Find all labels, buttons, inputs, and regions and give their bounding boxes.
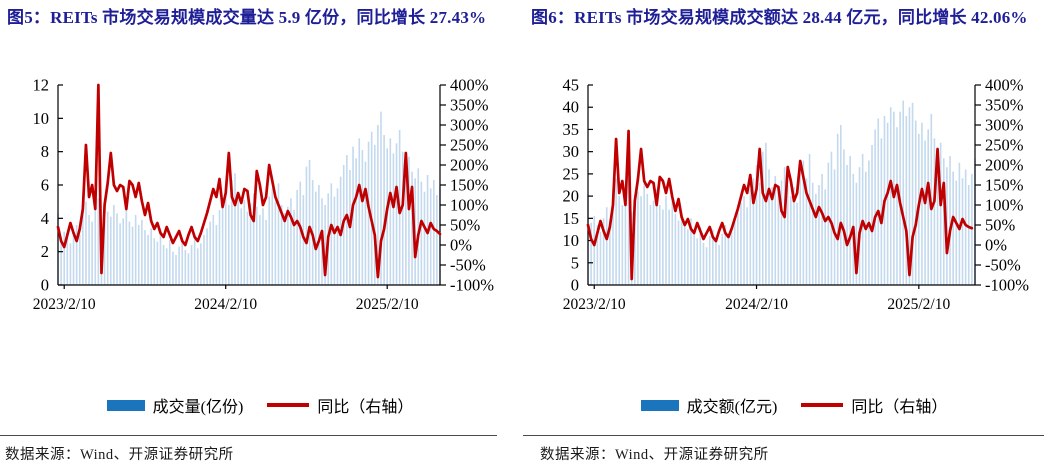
figure6-divider — [523, 435, 1044, 436]
svg-text:2025/2/10: 2025/2/10 — [356, 296, 419, 313]
svg-text:0: 0 — [41, 276, 49, 295]
svg-text:8: 8 — [41, 142, 49, 161]
svg-text:200%: 200% — [985, 156, 1024, 175]
bar-series — [587, 100, 976, 285]
svg-text:150%: 150% — [985, 176, 1024, 195]
svg-text:2023/2/10: 2023/2/10 — [33, 296, 96, 313]
svg-text:25: 25 — [563, 164, 580, 183]
svg-text:30: 30 — [563, 142, 580, 161]
svg-text:350%: 350% — [985, 96, 1024, 115]
svg-text:40: 40 — [563, 98, 580, 117]
svg-text:5: 5 — [571, 253, 579, 272]
legend-item-volume: 成交量(亿份) — [106, 393, 244, 417]
figure5-divider — [0, 435, 497, 436]
svg-text:0: 0 — [571, 276, 579, 295]
svg-text:45: 45 — [563, 76, 580, 95]
svg-text:400%: 400% — [985, 76, 1024, 95]
svg-text:6: 6 — [41, 176, 49, 195]
svg-text:-100%: -100% — [450, 276, 494, 295]
legend-bar-label: 成交量(亿份) — [152, 399, 244, 416]
svg-text:15: 15 — [563, 209, 580, 228]
figure5-title: 图5：REITs 市场交易规模成交量达 5.9 亿份，同比增长 27.43% — [7, 8, 487, 27]
svg-text:2: 2 — [41, 242, 49, 261]
svg-text:100%: 100% — [450, 196, 489, 215]
svg-text:0%: 0% — [450, 236, 472, 255]
line-series-swatch — [267, 403, 310, 407]
svg-text:100%: 100% — [985, 196, 1024, 215]
axis-labels: 0 5 10 15 20 25 30 35 40 45 -100%-50%0%50%100%150%… — [563, 76, 1030, 314]
svg-text:300%: 300% — [985, 116, 1024, 135]
svg-text:250%: 250% — [985, 136, 1024, 155]
svg-text:400%: 400% — [450, 76, 489, 95]
figure5-legend: 成交量(亿份) 同比（右轴） — [40, 393, 480, 417]
legend-item-yoy: 同比（右轴） — [267, 393, 413, 417]
svg-text:2025/2/10: 2025/2/10 — [887, 296, 950, 313]
svg-text:-50%: -50% — [450, 256, 486, 275]
svg-text:0%: 0% — [985, 236, 1007, 255]
svg-text:12: 12 — [33, 76, 50, 95]
figure5-source: 数据来源：Wind、开源证券研究所 — [5, 447, 234, 463]
svg-text:20: 20 — [563, 187, 580, 206]
axis-labels: 024681012-100%-50%0%50%100%150%200%250%3… — [33, 76, 495, 314]
figure6-legend: 成交额(亿元) 同比（右轴） — [574, 393, 1014, 417]
yoy-line-series — [56, 83, 442, 279]
svg-text:-100%: -100% — [985, 276, 1029, 295]
bar-series-swatch — [640, 399, 679, 411]
svg-text:4: 4 — [41, 209, 49, 228]
legend-item-yoy: 同比（右轴） — [801, 393, 947, 417]
legend-item-turnover: 成交额(亿元) — [640, 393, 778, 417]
svg-text:50%: 50% — [985, 216, 1016, 235]
svg-text:50%: 50% — [450, 216, 481, 235]
axes — [57, 84, 446, 289]
axes — [587, 84, 981, 289]
bar-series-swatch — [106, 399, 145, 411]
line-series-swatch — [801, 403, 844, 407]
svg-text:2024/2/10: 2024/2/10 — [194, 296, 257, 313]
svg-text:2023/2/10: 2023/2/10 — [563, 296, 626, 313]
svg-text:150%: 150% — [450, 176, 489, 195]
svg-text:200%: 200% — [450, 156, 489, 175]
svg-text:10: 10 — [33, 109, 50, 128]
svg-text:300%: 300% — [450, 116, 489, 135]
figure5-volume-chart: 024681012-100%-50%0%50%100%150%200%250%3… — [33, 76, 495, 314]
figure6-turnover-chart: 0 5 10 15 20 25 30 35 40 45 -100%-50%0%50%100%150%… — [563, 76, 1030, 314]
svg-text:35: 35 — [563, 120, 580, 139]
figure6-source: 数据来源：Wind、开源证券研究所 — [540, 447, 769, 463]
legend-line-label: 同比（右轴） — [317, 399, 414, 416]
legend-bar-label: 成交额(亿元) — [686, 399, 778, 416]
yoy-line-series — [586, 129, 974, 281]
svg-text:250%: 250% — [450, 136, 489, 155]
svg-text:-50%: -50% — [985, 256, 1021, 275]
svg-text:10: 10 — [563, 231, 580, 250]
legend-line-label: 同比（右轴） — [851, 399, 948, 416]
figure6-title: 图6：REITs 市场交易规模成交额达 28.44 亿元，同比增长 42.06% — [531, 8, 1028, 27]
svg-text:350%: 350% — [450, 96, 489, 115]
svg-text:2024/2/10: 2024/2/10 — [725, 296, 788, 313]
